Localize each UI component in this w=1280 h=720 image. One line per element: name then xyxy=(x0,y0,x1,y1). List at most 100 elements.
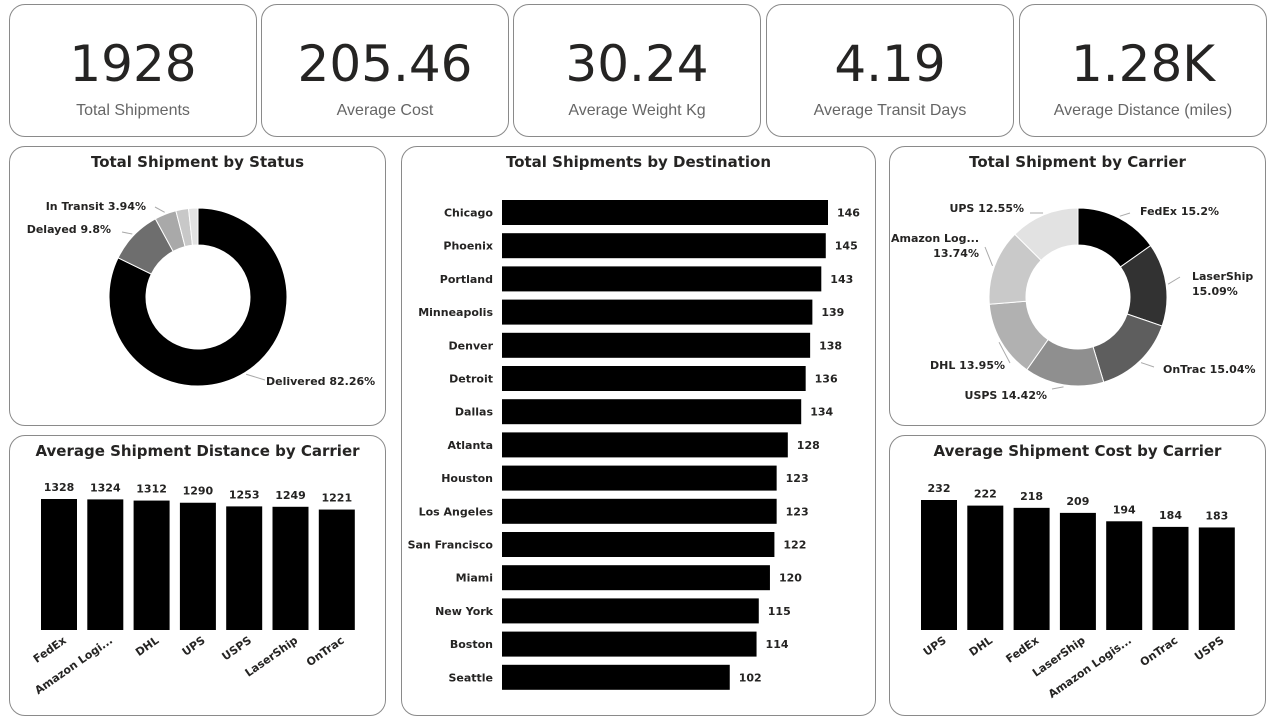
category-label: OnTrac xyxy=(1138,634,1181,669)
donut-slice xyxy=(187,207,199,246)
slice-leader-line xyxy=(998,341,1011,364)
data-label: 145 xyxy=(835,240,858,253)
data-label: 1221 xyxy=(321,492,352,505)
kpi-card-average-cost: 205.46 Average Cost xyxy=(261,4,509,137)
kpi-value: 4.19 xyxy=(834,35,946,93)
status-donut-chart: Delivered 82.26% Delayed 9.8% In Transit 3… xyxy=(27,200,375,388)
bar xyxy=(502,598,759,624)
data-label: 128 xyxy=(797,439,820,452)
category-label: San Francisco xyxy=(408,539,494,552)
bar xyxy=(226,506,263,630)
slice-label: FedEx 15.2% xyxy=(1140,205,1219,218)
kpi-card-average-weight: 30.24 Average Weight Kg xyxy=(513,4,761,137)
category-label: DHL xyxy=(133,634,161,659)
carrier-chart-card: Total Shipment by Carrier FedEx 15.2% Las… xyxy=(889,146,1266,426)
data-label: 1312 xyxy=(136,483,167,496)
slice-label: LaserShip xyxy=(1192,270,1253,283)
chart-title: Average Shipment Cost by Carrier xyxy=(933,442,1222,460)
slice-label: Delayed 9.8% xyxy=(27,223,111,236)
bar xyxy=(1198,527,1235,630)
bar xyxy=(502,200,828,225)
bar xyxy=(318,509,355,630)
category-label: UPS xyxy=(921,634,949,659)
data-label: 184 xyxy=(1159,509,1182,522)
category-label: Amazon Logis... xyxy=(1046,634,1134,701)
slice-leader-line xyxy=(1119,212,1131,217)
data-label: 122 xyxy=(783,539,806,552)
category-label: FedEx xyxy=(31,634,69,666)
kpi-card-average-transit-days: 4.19 Average Transit Days xyxy=(766,4,1014,137)
bar xyxy=(133,500,170,630)
bar xyxy=(502,266,822,292)
slice-label: OnTrac 15.04% xyxy=(1163,363,1256,376)
data-label: 123 xyxy=(786,472,809,485)
slice-label: USPS 14.42% xyxy=(965,389,1047,402)
kpi-label: Average Cost xyxy=(336,102,434,119)
bar xyxy=(502,565,770,591)
category-label: Boston xyxy=(450,638,493,651)
data-label: 1290 xyxy=(183,485,214,498)
kpi-value: 1928 xyxy=(69,35,197,93)
data-label: 1253 xyxy=(229,488,260,501)
category-label: New York xyxy=(435,605,494,618)
bar xyxy=(502,399,802,425)
data-label: 1328 xyxy=(44,481,75,494)
kpi-value: 30.24 xyxy=(565,35,709,93)
data-label: 222 xyxy=(974,488,997,501)
kpi-label: Average Weight Kg xyxy=(568,102,706,119)
kpi-value: 1.28K xyxy=(1070,35,1216,93)
bar xyxy=(1013,507,1050,630)
bar xyxy=(502,299,813,325)
category-label: Amazon Logi... xyxy=(32,634,115,697)
category-label: DHL xyxy=(967,634,995,659)
bar xyxy=(87,499,124,630)
bar xyxy=(502,465,777,491)
category-label: Denver xyxy=(449,339,494,352)
bar xyxy=(179,502,216,630)
category-label: Minneapolis xyxy=(418,306,493,319)
slice-leader-line xyxy=(154,206,165,213)
donut-slice xyxy=(1092,313,1163,383)
category-label: USPS xyxy=(220,634,254,664)
category-label: Detroit xyxy=(449,373,493,386)
category-label: USPS xyxy=(1192,634,1226,664)
category-label: UPS xyxy=(180,634,208,659)
data-label: 134 xyxy=(810,406,833,419)
bar xyxy=(502,332,811,358)
cost-bar-chart: 232UPS222DHL218FedEx209LaserShip194Amazo… xyxy=(921,482,1235,701)
slice-leader-line xyxy=(121,231,133,235)
category-label: FedEx xyxy=(1004,634,1042,666)
chart-title: Total Shipment by Carrier xyxy=(969,153,1186,171)
category-label: Portland xyxy=(440,273,493,286)
data-label: 123 xyxy=(786,505,809,518)
slice-label: Amazon Log... xyxy=(891,232,979,245)
slice-leader-line xyxy=(1167,276,1181,285)
distance-chart-card: Average Shipment Distance by Carrier 132… xyxy=(9,435,386,716)
bar xyxy=(921,500,957,630)
destination-chart-card: Total Shipments by Destination Chicago 14… xyxy=(401,146,876,716)
category-label: Phoenix xyxy=(443,240,493,253)
destination-bar-chart: Chicago 146 Phoenix 145 Portland 143 Minneapol… xyxy=(408,200,860,690)
bar xyxy=(1152,526,1189,630)
category-label: Miami xyxy=(456,572,493,585)
bar xyxy=(502,664,730,690)
bar xyxy=(502,498,777,524)
slice-label: 13.74% xyxy=(933,247,979,260)
slice-label: 15.09% xyxy=(1192,285,1238,298)
bar xyxy=(502,366,806,391)
carrier-donut-chart: FedEx 15.2% LaserShip 15.09% OnTrac 15.04% U… xyxy=(891,202,1256,402)
slice-leader-line xyxy=(1051,386,1064,390)
data-label: 102 xyxy=(739,671,762,684)
donut-slice xyxy=(1014,207,1079,262)
data-label: 194 xyxy=(1113,503,1136,516)
category-label: Houston xyxy=(441,472,493,485)
data-label: 115 xyxy=(768,605,791,618)
chart-title: Total Shipment by Status xyxy=(90,153,305,171)
bar xyxy=(502,432,788,458)
data-label: 183 xyxy=(1205,509,1228,522)
bar xyxy=(272,506,309,630)
data-label: 232 xyxy=(928,482,951,495)
category-label: Los Angeles xyxy=(419,505,494,518)
bar xyxy=(967,505,1004,630)
slice-leader-line xyxy=(245,373,266,381)
